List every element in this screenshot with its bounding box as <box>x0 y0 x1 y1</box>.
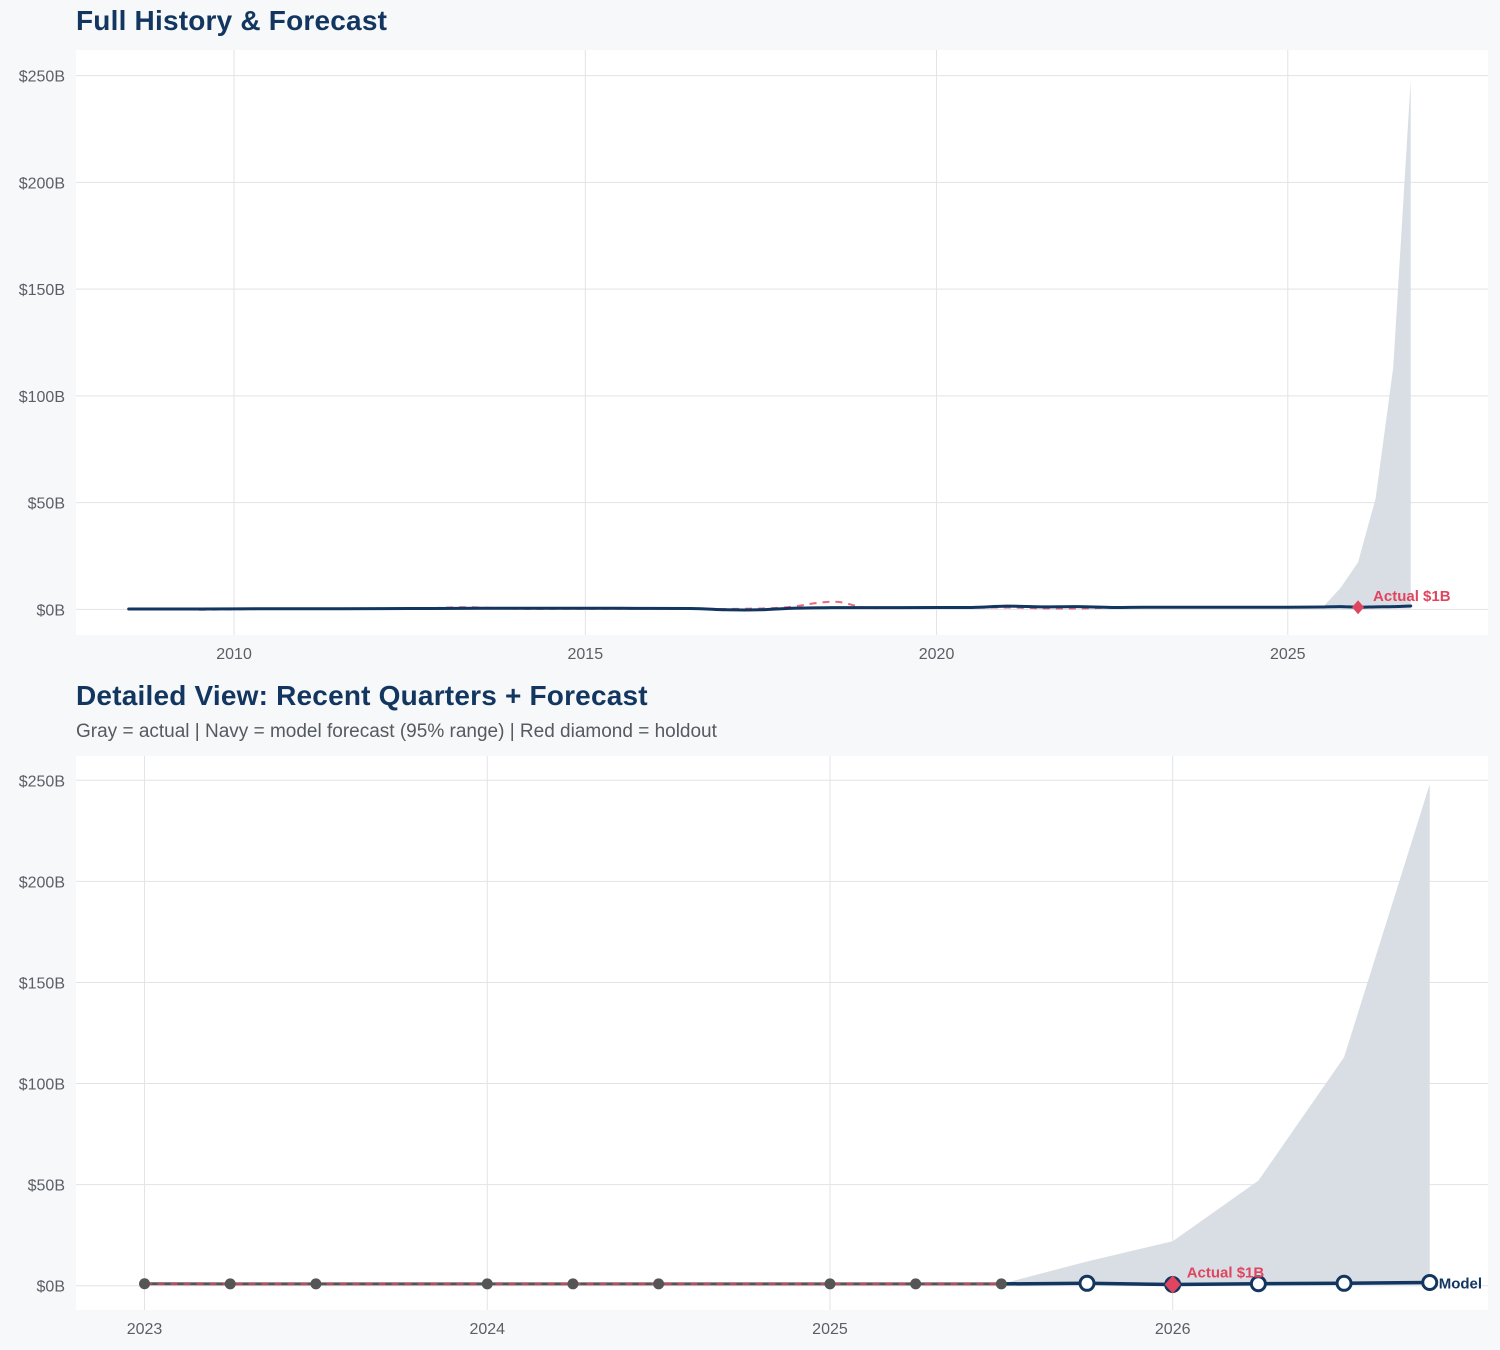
chart-title-detailed-view: Detailed View: Recent Quarters + Forecas… <box>76 680 648 711</box>
history-y-tick-label: $100B <box>19 389 65 406</box>
history-plot-area <box>76 50 1488 635</box>
history-actual-line <box>127 604 1325 612</box>
detail-forecast-line <box>999 1280 1432 1287</box>
detail-y-tick-label: $50B <box>28 1178 65 1195</box>
detail-forecast-point <box>1249 1275 1267 1293</box>
detail-forecast-point <box>1078 1274 1096 1292</box>
detail-y-tick-label: $0B <box>37 1279 65 1296</box>
detail-x-tick-label: 2025 <box>812 1321 848 1338</box>
history-holdout-diamond <box>1352 600 1365 615</box>
detail-actual-point <box>995 1278 1007 1290</box>
detail-forecast-point <box>1335 1274 1353 1292</box>
detail-holdout-label: Actual $1B <box>1187 1265 1265 1282</box>
history-x-tick-label: 2015 <box>568 646 604 663</box>
history-x-tick-label: 2025 <box>1270 646 1306 663</box>
detail-model-end-label: Model <box>1439 1276 1482 1293</box>
history-y-tick-label: $50B <box>28 496 65 513</box>
detail-holdout-diamond <box>1164 1275 1181 1294</box>
history-holdout-label: Actual $1B <box>1373 588 1451 605</box>
detail-y-tick-label: $250B <box>19 773 65 790</box>
history-y-tick-label: $150B <box>19 282 65 299</box>
detail-actual-point <box>481 1278 493 1290</box>
detail-forecast-band <box>1001 784 1430 1286</box>
history-x-tick-label: 2020 <box>919 646 955 663</box>
detail-actual-point <box>310 1278 322 1290</box>
detail-y-tick-label: $150B <box>19 975 65 992</box>
detail-y-tick-label: $100B <box>19 1077 65 1094</box>
chart-subtitle: Gray = actual | Navy = model forecast (9… <box>76 721 717 742</box>
chart-title-full-history: Full History & Forecast <box>76 5 388 36</box>
detail-actual-point <box>567 1278 579 1290</box>
history-y-tick-label: $250B <box>19 69 65 86</box>
history-y-tick-label: $0B <box>37 602 65 619</box>
detail-actual-point <box>653 1278 665 1290</box>
history-forecast-line <box>1321 604 1413 609</box>
detail-x-tick-label: 2026 <box>1155 1321 1191 1338</box>
detail-actual-point <box>824 1278 836 1290</box>
history-forecast-band <box>1322 79 1411 609</box>
detail-x-tick-label: 2024 <box>469 1321 505 1338</box>
history-y-tick-label: $200B <box>19 175 65 192</box>
history-x-tick-label: 2010 <box>216 646 252 663</box>
detail-y-tick-label: $200B <box>19 874 65 891</box>
full-history-chart: $0B $50B $100B $150B $200B $250B 2010 2015 2020 2… <box>19 50 1488 663</box>
detail-forecast-point <box>1421 1274 1439 1292</box>
detail-x-tick-label: 2023 <box>127 1321 163 1338</box>
detail-actual-point <box>224 1278 236 1290</box>
detail-actual-point <box>139 1278 151 1290</box>
detail-actual-point <box>910 1278 922 1290</box>
